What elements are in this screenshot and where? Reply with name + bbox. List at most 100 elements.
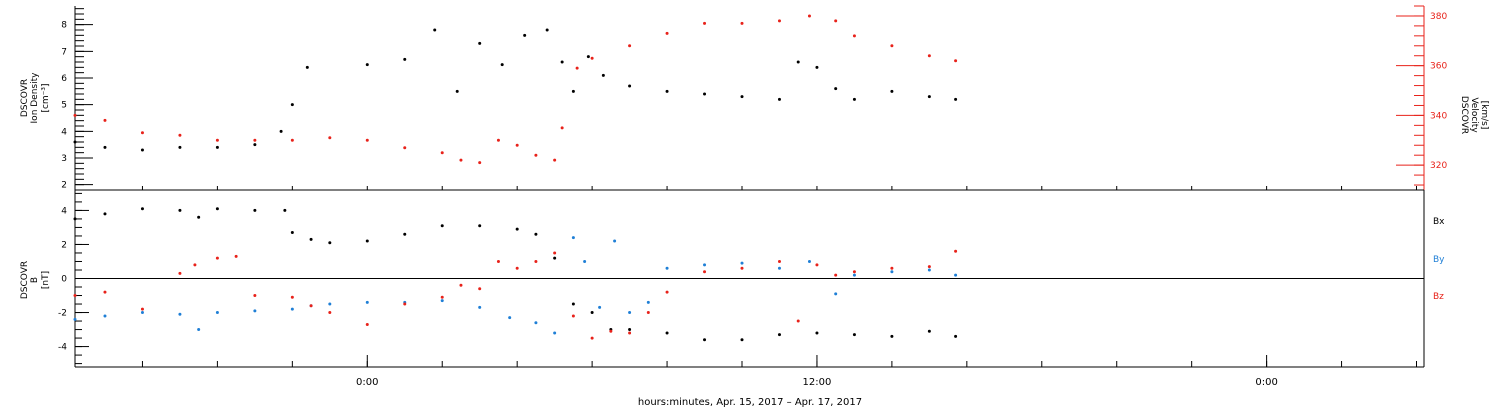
ion-density-point [628, 84, 632, 88]
b-by-point [628, 311, 632, 315]
b-bx-point [628, 328, 632, 332]
bottom-left-tick-label: -2 [58, 309, 67, 319]
b-by-point [954, 273, 958, 277]
b-bz-point [440, 295, 444, 299]
b-bz-point [496, 259, 500, 263]
ion-density-point [305, 65, 309, 69]
top-left-tick-label: 6 [61, 74, 67, 84]
b-bx-point [927, 329, 931, 333]
b-by-point [598, 305, 602, 309]
b-bx-point [253, 208, 257, 212]
velocity-point [496, 138, 500, 142]
b-bx-point [590, 311, 594, 315]
b-by-point [834, 292, 838, 296]
b-bx-point [515, 227, 519, 231]
b-bx-point [328, 241, 332, 245]
velocity-point [852, 34, 856, 38]
b-by-point [852, 273, 856, 277]
b-bx-point [73, 217, 77, 221]
b-by-point [103, 314, 107, 318]
top-left-ylabel-line2: Ion Density [30, 72, 40, 124]
ion-density-point [601, 73, 605, 77]
top-right-tick-label: 360 [1430, 62, 1447, 72]
b-bx-point [140, 207, 144, 211]
b-bz-point [834, 273, 838, 277]
ion-density-point [571, 89, 575, 93]
b-bx-point [290, 231, 294, 235]
b-bx-point [478, 224, 482, 228]
b-bx-point [571, 302, 575, 306]
x-tick-label: 0:00 [1255, 377, 1277, 388]
ion-density-point [703, 92, 707, 96]
b-by-point [197, 328, 201, 332]
b-bz-point [178, 271, 182, 275]
ion-density-point [796, 60, 800, 64]
b-bx-point [553, 256, 557, 260]
b-by-point [613, 239, 617, 243]
velocity-point [290, 138, 294, 142]
velocity-point [954, 59, 958, 63]
top-left-tick-label: 2 [61, 181, 67, 191]
velocity-point [103, 118, 107, 122]
b-bz-point [515, 266, 519, 270]
b-bx-point [665, 331, 669, 335]
ion-density-point [545, 28, 549, 32]
velocity-point [215, 138, 219, 142]
velocity-point [590, 56, 594, 60]
b-bz-point [290, 295, 294, 299]
ion-density-point [178, 145, 182, 149]
b-bx-point [777, 333, 781, 337]
b-by-point [215, 311, 219, 315]
bottom-left-tick-label: -4 [58, 343, 67, 353]
b-by-point [534, 321, 538, 325]
velocity-point [740, 21, 744, 25]
b-bx-point [365, 239, 369, 243]
b-bx-point [740, 338, 744, 342]
ion-density-point [586, 55, 590, 59]
bottom-left-tick-label: 4 [61, 206, 67, 216]
ion-density-point [500, 63, 504, 67]
top-right-tick-label: 380 [1430, 12, 1447, 22]
top-left-tick-label: 7 [61, 47, 67, 57]
b-bz-point [590, 336, 594, 340]
b-bx-point [215, 207, 219, 211]
ion-density-point [478, 41, 482, 45]
b-bx-point [283, 208, 287, 212]
b-bz-point [73, 294, 77, 298]
ion-density-point [954, 97, 958, 101]
x-tick-label: 0:00 [356, 377, 378, 388]
b-bx-point [815, 331, 819, 335]
bottom-left-tick-label: 2 [61, 240, 67, 250]
top-left-ylabel-line1: DSCOVR [20, 79, 30, 117]
top-right-tick-label: 320 [1430, 161, 1447, 171]
b-bx-point [954, 334, 958, 338]
b-bz-point [954, 249, 958, 253]
velocity-point [890, 44, 894, 48]
velocity-point [927, 54, 931, 58]
x-tick-layer: 0:00 12:00 0:00 [141, 186, 1418, 388]
b-bz-point [628, 331, 632, 335]
ion-density-point [140, 148, 144, 152]
b-by-point [890, 270, 894, 274]
ion-density-point [852, 97, 856, 101]
b-bz-point [193, 263, 197, 267]
velocity-point [807, 14, 811, 18]
ion-density-point [73, 140, 77, 144]
top-left-tick-label: 8 [61, 21, 67, 31]
b-bz-point [328, 311, 332, 315]
b-bz-point [740, 266, 744, 270]
data-marks-layer [73, 14, 958, 342]
ion-density-point [365, 63, 369, 67]
velocity-point [553, 158, 557, 162]
ion-density-point [103, 145, 107, 149]
ion-density-point [665, 89, 669, 93]
b-bz-point [553, 251, 557, 255]
b-bx-point [440, 224, 444, 228]
top-right-ylabel-line2: Velocity [1469, 97, 1479, 133]
velocity-point [478, 161, 482, 165]
b-by-point [290, 307, 294, 311]
ion-density-point [433, 28, 437, 32]
b-by-point [440, 299, 444, 303]
b-bz-point [478, 287, 482, 291]
